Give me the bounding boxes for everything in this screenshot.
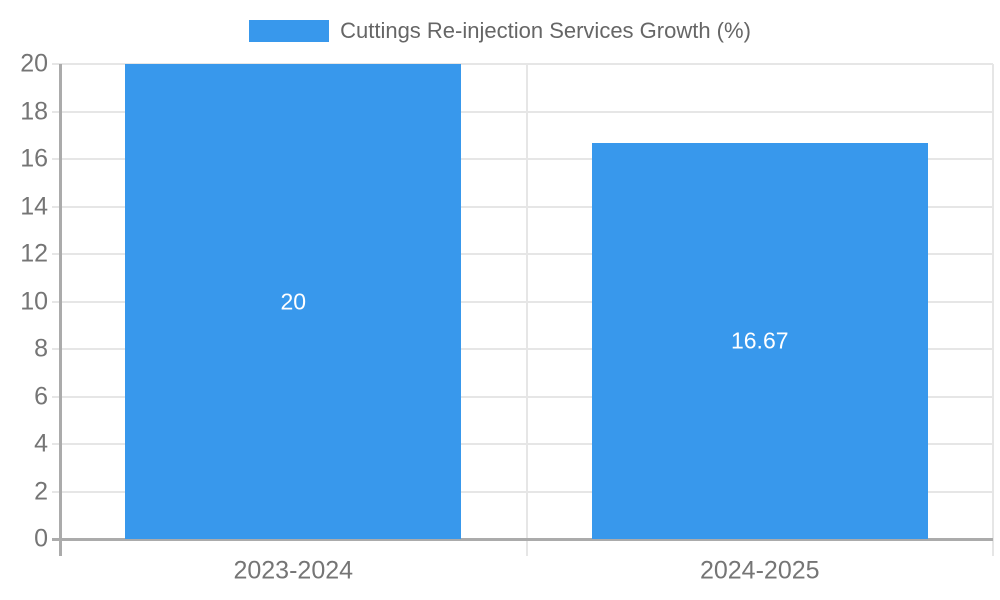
y-tick-label: 16	[20, 144, 48, 173]
bar-value-label: 20	[280, 288, 307, 314]
x-gridline	[992, 64, 994, 539]
x-axis-tick	[525, 539, 528, 556]
y-tick-label: 6	[34, 382, 48, 410]
y-tick-label: 12	[20, 239, 48, 268]
y-gridline	[52, 395, 993, 398]
y-gridline	[52, 253, 993, 255]
y-gridline	[52, 110, 993, 113]
y-axis-line	[58, 64, 62, 556]
y-gridline	[52, 443, 993, 445]
x-axis-line	[52, 537, 993, 541]
legend-swatch-icon	[249, 20, 330, 42]
y-gridline	[52, 205, 993, 208]
y-gridline	[52, 348, 993, 350]
x-tick-label: 2024-2025	[699, 556, 820, 585]
y-tick-label: 10	[20, 287, 48, 315]
x-axis-tick	[992, 539, 994, 556]
bar	[591, 143, 928, 539]
bar	[125, 64, 462, 539]
y-gridline	[52, 158, 993, 160]
y-tick-label: 20	[20, 49, 48, 78]
y-tick-label: 2	[34, 477, 48, 505]
y-gridline	[52, 490, 993, 493]
y-tick-label: 18	[20, 97, 48, 125]
x-tick-label: 2023-2024	[233, 556, 354, 585]
y-tick-label: 14	[20, 192, 48, 220]
legend[interactable]: Cuttings Re-injection Services Growth (%…	[0, 12, 1000, 50]
y-tick-label: 0	[34, 524, 48, 553]
bar-value-label: 16.67	[730, 327, 789, 354]
legend-label: Cuttings Re-injection Services Growth (%…	[340, 18, 751, 43]
y-tick-label: 4	[34, 429, 48, 458]
y-gridline	[52, 300, 993, 303]
y-tick-label: 8	[34, 334, 48, 363]
y-gridline	[52, 63, 993, 65]
